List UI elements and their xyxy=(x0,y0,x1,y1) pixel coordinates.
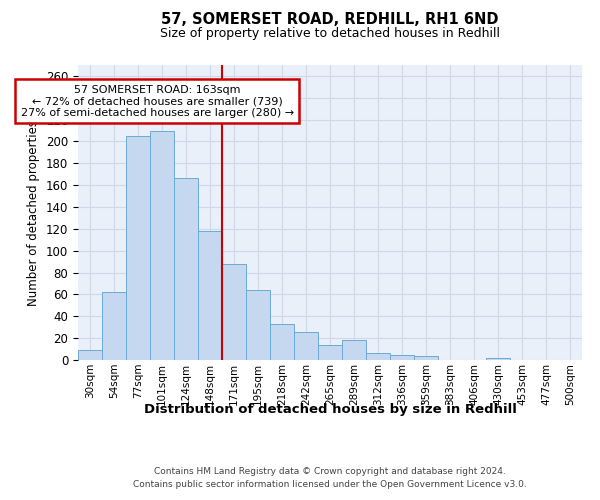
Text: 57, SOMERSET ROAD, REDHILL, RH1 6ND: 57, SOMERSET ROAD, REDHILL, RH1 6ND xyxy=(161,12,499,28)
Bar xyxy=(390,354,414,360)
Bar xyxy=(342,340,366,360)
Text: Size of property relative to detached houses in Redhill: Size of property relative to detached ho… xyxy=(160,28,500,40)
Text: Contains HM Land Registry data © Crown copyright and database right 2024.: Contains HM Land Registry data © Crown c… xyxy=(154,468,506,476)
Bar xyxy=(366,354,390,360)
Bar xyxy=(126,136,150,360)
Bar xyxy=(150,130,174,360)
Text: 57 SOMERSET ROAD: 163sqm
← 72% of detached houses are smaller (739)
27% of semi-: 57 SOMERSET ROAD: 163sqm ← 72% of detach… xyxy=(20,84,294,118)
Bar xyxy=(270,324,294,360)
Bar xyxy=(78,350,102,360)
Bar xyxy=(414,356,438,360)
Y-axis label: Number of detached properties: Number of detached properties xyxy=(28,120,40,306)
Bar xyxy=(246,290,270,360)
Bar xyxy=(318,344,342,360)
Bar xyxy=(486,358,510,360)
Text: Contains public sector information licensed under the Open Government Licence v3: Contains public sector information licen… xyxy=(133,480,527,489)
Bar xyxy=(294,332,318,360)
Text: Distribution of detached houses by size in Redhill: Distribution of detached houses by size … xyxy=(143,402,517,415)
Bar xyxy=(174,178,198,360)
Bar xyxy=(198,231,222,360)
Bar xyxy=(222,264,246,360)
Bar xyxy=(102,292,126,360)
